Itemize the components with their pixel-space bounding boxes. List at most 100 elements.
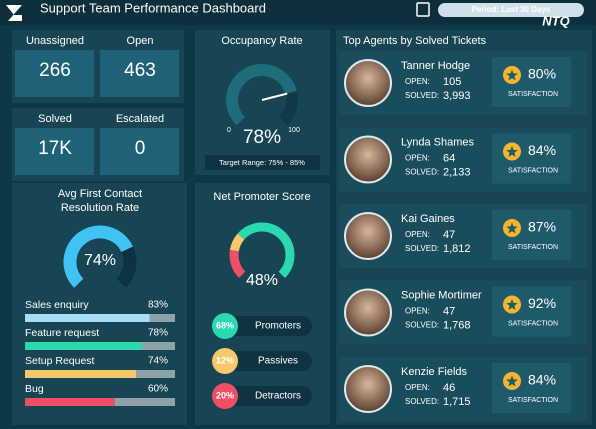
star — [506, 146, 518, 157]
ring-label: 74% — [84, 252, 116, 269]
header-title: Support Team Performance Dashboard — [40, 0, 266, 15]
satisfaction-label: SATISFACTION — [508, 167, 558, 174]
avatar — [344, 212, 392, 260]
solved-label: SOLVED: — [405, 321, 439, 330]
satisfaction-value: 92% — [528, 295, 556, 311]
satisfaction-value: 87% — [528, 219, 556, 235]
agents-title: Top Agents by Solved Tickets — [343, 35, 487, 47]
solved-value: 1,768 — [443, 319, 471, 331]
star — [506, 69, 518, 81]
solved-value: 1,715 — [443, 396, 471, 408]
gauge-min: 0 — [227, 127, 231, 134]
period-pill — [438, 3, 584, 17]
open-value: 105 — [443, 76, 461, 88]
kpi-box — [15, 50, 94, 97]
agent-name: Kai Gaines — [401, 213, 455, 225]
star — [506, 375, 518, 387]
open-value: 47 — [443, 229, 455, 241]
kpi-label: Unassigned — [26, 35, 84, 47]
legend-pill — [225, 316, 312, 336]
nps-title: Net Promoter Score — [213, 191, 310, 203]
bar — [25, 370, 136, 378]
open-value: 64 — [443, 152, 455, 164]
solved-label: SOLVED: — [405, 168, 439, 177]
occupancy-value: 78% — [243, 127, 281, 148]
gauge-value — [226, 64, 297, 126]
legend-dot — [212, 313, 238, 339]
avatar — [344, 288, 392, 337]
panel — [12, 183, 187, 425]
agent-name: Sophie Mortimer — [401, 289, 482, 301]
solved-label: SOLVED: — [405, 91, 439, 100]
open-label: OPEN: — [405, 383, 430, 392]
satisfaction-box — [492, 363, 571, 413]
satisfaction-label: SATISFACTION — [508, 397, 558, 404]
kpi-label: Open — [127, 35, 154, 47]
bar — [25, 342, 142, 350]
nps-segment — [229, 233, 245, 252]
legend-label: Promoters — [255, 321, 301, 332]
gauge-max: 100 — [288, 127, 300, 134]
nps-segment — [229, 249, 246, 278]
star — [506, 299, 518, 310]
agent-name: Tanner Hodge — [401, 60, 470, 72]
open-label: OPEN: — [405, 154, 430, 163]
star — [506, 222, 518, 234]
satisfaction-box — [492, 133, 571, 184]
solved-label: SOLVED: — [405, 244, 439, 253]
satisfaction-value: 84% — [528, 372, 556, 388]
satisfaction-label: SATISFACTION — [508, 320, 558, 327]
legend-pill — [225, 386, 312, 406]
target-pill — [205, 155, 320, 170]
kpi-box — [100, 128, 179, 175]
kpi-value: 266 — [39, 60, 71, 81]
legend-label: Passives — [258, 356, 298, 367]
legend-value: 68% — [216, 320, 234, 330]
open-label: OPEN: — [405, 230, 430, 239]
solved-label: SOLVED: — [405, 397, 439, 406]
kpi-label: Escalated — [116, 113, 164, 125]
legend-value: 20% — [216, 390, 234, 400]
agent-name: Lynda Shames — [401, 136, 474, 148]
bar-label: Bug — [25, 383, 44, 395]
solved-value: 2,133 — [443, 166, 471, 178]
resolution-title: Avg First Contact — [58, 188, 142, 200]
gauge-needle — [261, 92, 288, 101]
kpi-label: Solved — [38, 113, 72, 125]
occupancy-title: Occupancy Rate — [221, 35, 302, 47]
brand: NTQ — [542, 13, 569, 28]
satisfaction-box — [492, 210, 571, 260]
open-value: 47 — [443, 305, 455, 317]
calendar-icon — [416, 2, 430, 17]
open-value: 46 — [443, 382, 455, 394]
logo — [6, 5, 22, 21]
agent-name: Kenzie Fields — [401, 366, 468, 378]
target-range: Target Range: 75% - 85% — [219, 158, 305, 167]
bar-value-label: 74% — [148, 356, 168, 367]
bar — [25, 314, 150, 322]
bar-label: Setup Request — [25, 355, 95, 367]
solved-value: 3,993 — [443, 90, 471, 102]
bar-label: Feature request — [25, 327, 99, 339]
satisfaction-value: 80% — [528, 66, 556, 82]
legend-value: 12% — [216, 355, 234, 365]
legend-dot — [212, 383, 238, 409]
avatar — [344, 365, 392, 413]
open-label: OPEN: — [405, 307, 430, 316]
legend-dot — [212, 348, 238, 374]
kpi-value: 0 — [135, 138, 146, 159]
ring-value — [63, 225, 134, 288]
open-label: OPEN: — [405, 77, 430, 86]
resolution-title: Resolution Rate — [61, 202, 139, 214]
bar-value-label: 78% — [148, 328, 168, 339]
satisfaction-label: SATISFACTION — [508, 91, 558, 98]
avatar — [344, 135, 392, 184]
avatar — [344, 59, 392, 107]
panel — [195, 30, 330, 175]
bar — [25, 398, 115, 406]
bar-value-label: 83% — [148, 300, 168, 311]
satisfaction-box — [492, 57, 571, 107]
satisfaction-label: SATISFACTION — [508, 244, 558, 251]
legend-label: Detractors — [255, 391, 301, 402]
